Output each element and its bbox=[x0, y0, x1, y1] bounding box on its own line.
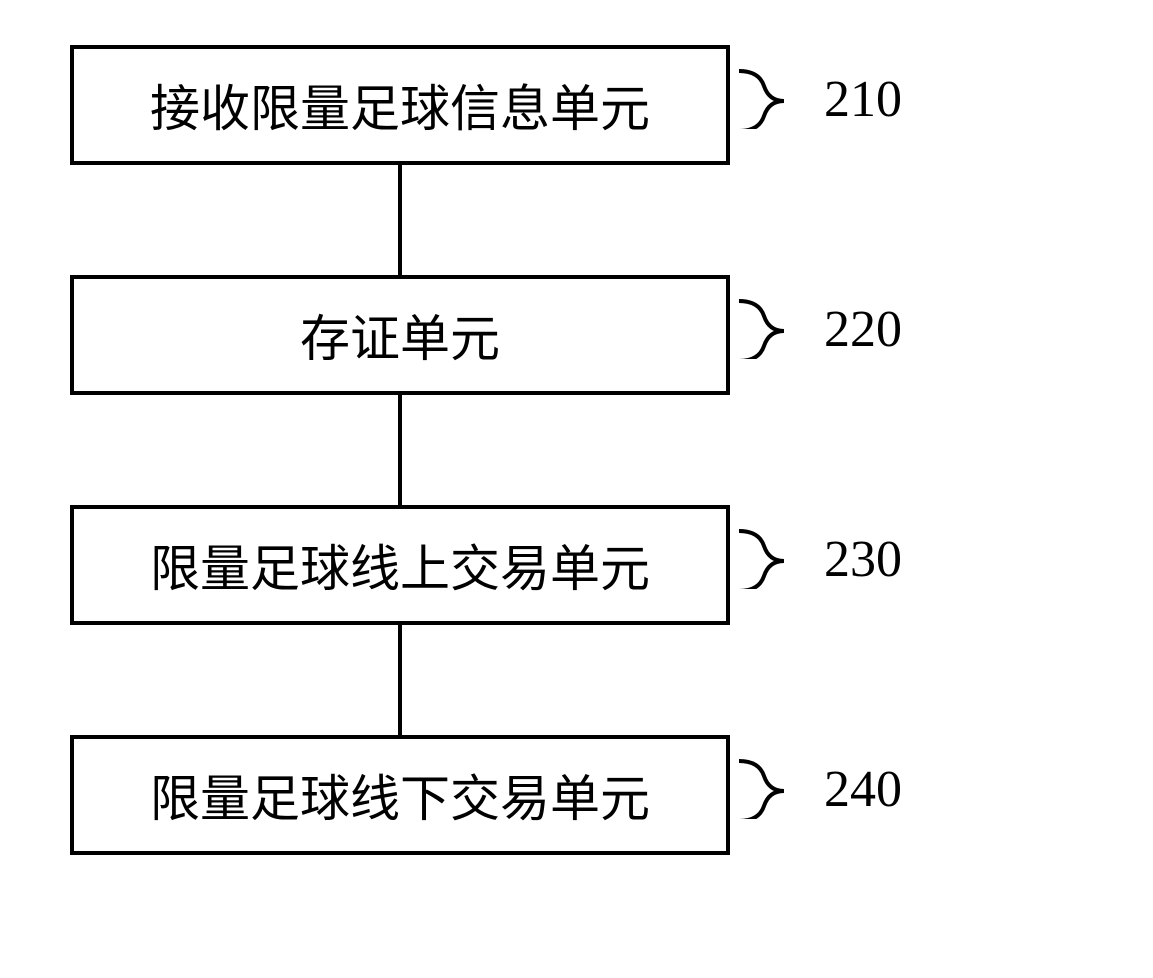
node-3-label-container: 230 bbox=[734, 529, 902, 589]
node-2-text: 存证单元 bbox=[300, 299, 500, 371]
node-4-text: 限量足球线下交易单元 bbox=[150, 759, 650, 831]
brace-icon bbox=[734, 69, 824, 129]
flowchart-node-1: 接收限量足球信息单元 210 bbox=[70, 45, 730, 165]
node-3-text: 限量足球线上交易单元 bbox=[150, 529, 650, 601]
brace-icon bbox=[734, 759, 824, 819]
node-3-label: 230 bbox=[824, 530, 902, 589]
connector-2-3 bbox=[398, 395, 402, 505]
flowchart-node-2: 存证单元 220 bbox=[70, 275, 730, 395]
connector-3-4 bbox=[398, 625, 402, 735]
node-1-text: 接收限量足球信息单元 bbox=[150, 69, 650, 141]
node-4-label: 240 bbox=[824, 760, 902, 819]
node-1-label-container: 210 bbox=[734, 69, 902, 129]
flowchart-node-4: 限量足球线下交易单元 240 bbox=[70, 735, 730, 855]
node-2-label: 220 bbox=[824, 300, 902, 359]
flowchart-node-3: 限量足球线上交易单元 230 bbox=[70, 505, 730, 625]
connector-1-2 bbox=[398, 165, 402, 275]
node-4-label-container: 240 bbox=[734, 759, 902, 819]
node-2-label-container: 220 bbox=[734, 299, 902, 359]
brace-icon bbox=[734, 529, 824, 589]
node-1-label: 210 bbox=[824, 70, 902, 129]
brace-icon bbox=[734, 299, 824, 359]
